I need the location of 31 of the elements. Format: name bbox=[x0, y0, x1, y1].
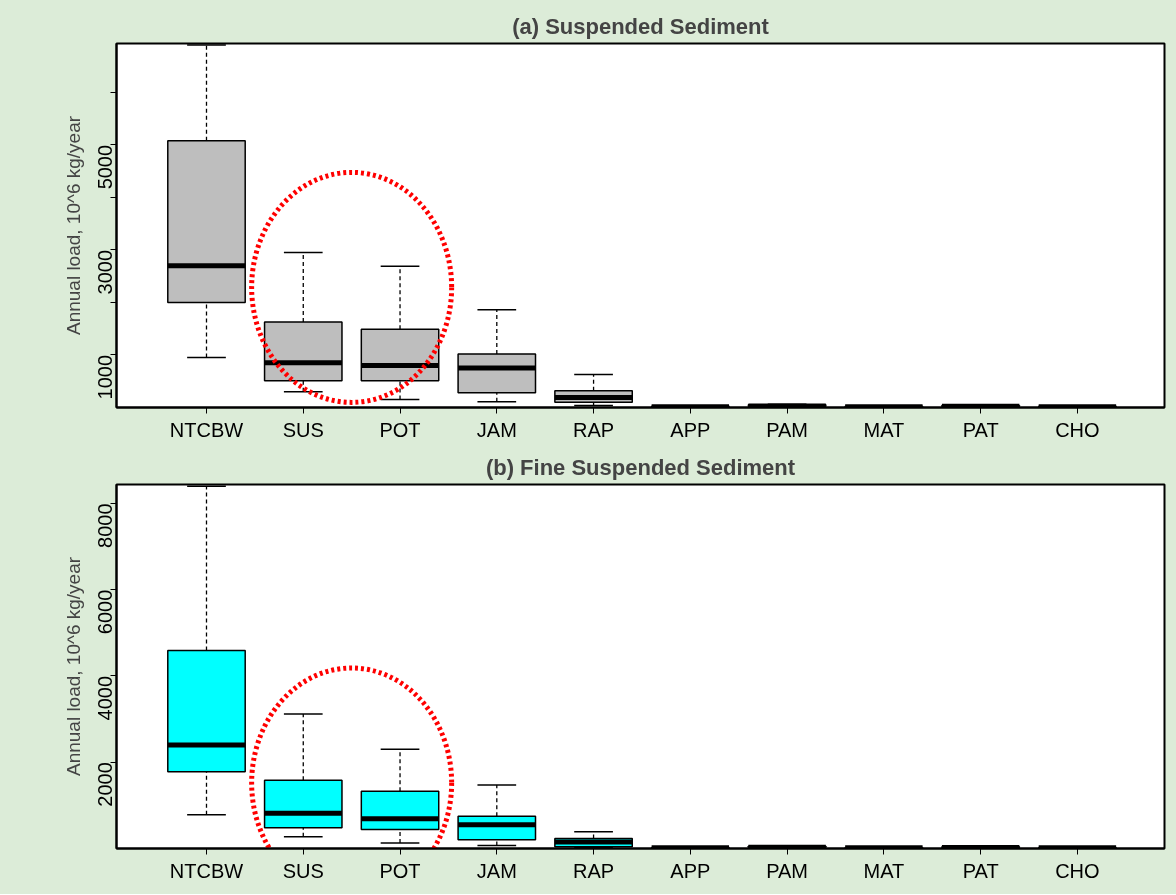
y-tick-label: 3000 bbox=[94, 249, 117, 295]
y-tick-label: 5000 bbox=[94, 144, 117, 190]
x-tick-label: APP bbox=[670, 418, 711, 441]
x-tick-label: PAT bbox=[962, 418, 999, 441]
x-tick-label: SUS bbox=[282, 859, 324, 882]
x-tick-label: PAM bbox=[766, 859, 809, 882]
x-tick-label: POT bbox=[379, 859, 421, 882]
x-tick-label: CHO bbox=[1055, 859, 1100, 882]
x-tick-label: APP bbox=[670, 859, 711, 882]
x-tick-label: CHO bbox=[1055, 418, 1100, 441]
y-tick-label: 1000 bbox=[94, 354, 117, 400]
y-axis-title: Annual load, 10^6 kg/year bbox=[62, 556, 84, 777]
x-tick-label: JAM bbox=[476, 418, 517, 441]
x-tick-label: RAP bbox=[573, 859, 615, 882]
x-tick-label: NTCBW bbox=[169, 859, 244, 882]
y-tick-label: 2000 bbox=[94, 762, 117, 807]
x-tick-label: PAM bbox=[766, 418, 809, 441]
y-tick-label: 8000 bbox=[94, 503, 117, 548]
x-tick-label: MAT bbox=[863, 859, 905, 882]
x-tick-label: MAT bbox=[863, 418, 905, 441]
chart-title: (b) Fine Suspended Sediment bbox=[485, 454, 796, 480]
chart-title: (a) Suspended Sediment bbox=[512, 13, 770, 39]
x-tick-label: JAM bbox=[476, 859, 517, 882]
x-tick-label: POT bbox=[379, 418, 421, 441]
y-axis-title: Annual load, 10^6 kg/year bbox=[62, 115, 84, 336]
x-tick-label: SUS bbox=[282, 418, 324, 441]
x-tick-label: NTCBW bbox=[169, 418, 244, 441]
x-tick-label: RAP bbox=[573, 418, 615, 441]
y-tick-label: 6000 bbox=[94, 589, 117, 635]
x-tick-label: PAT bbox=[962, 859, 999, 882]
y-tick-label: 4000 bbox=[94, 675, 117, 721]
